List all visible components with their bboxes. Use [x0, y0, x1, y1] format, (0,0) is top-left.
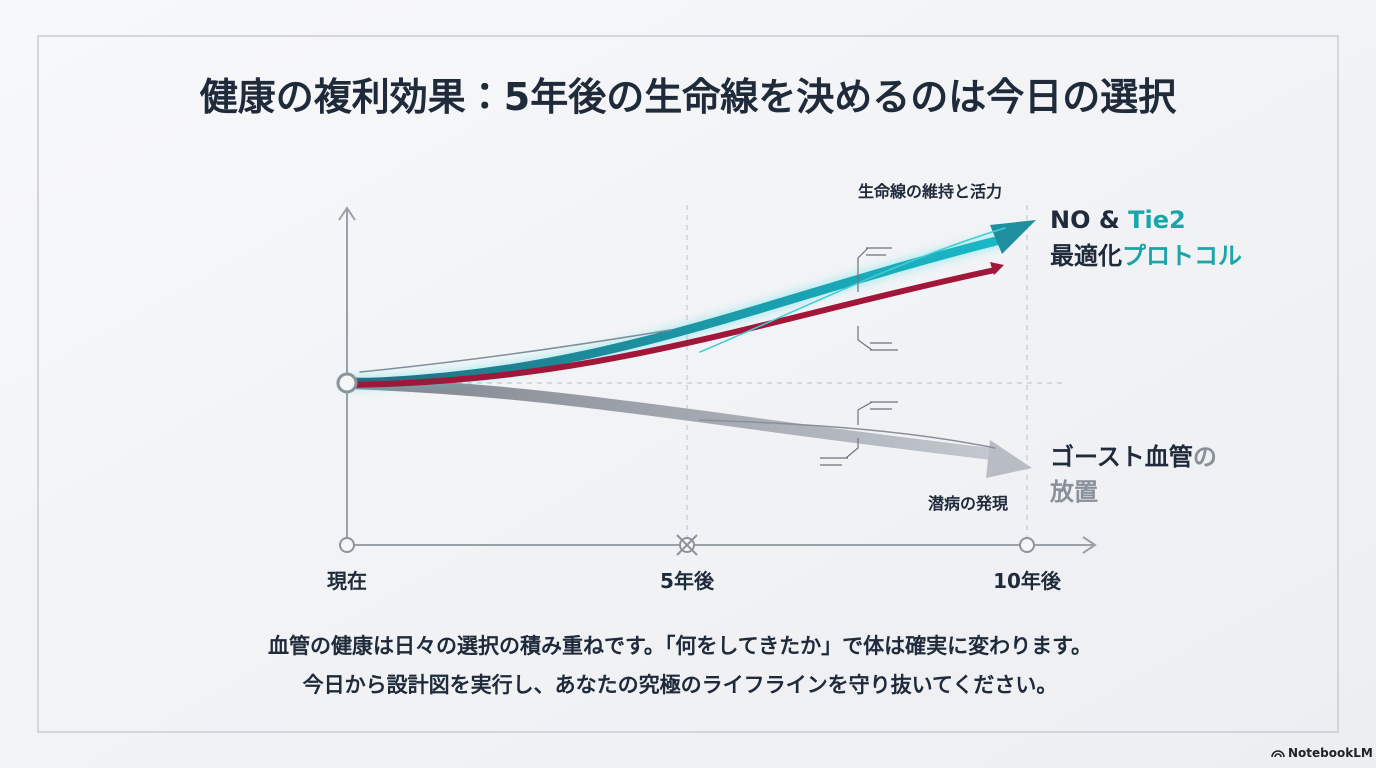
text-part: NO &: [1050, 206, 1128, 234]
annotation-top: 生命線の維持と活力: [858, 182, 1002, 201]
outcome-negative-line2: 放置: [1049, 478, 1098, 506]
text-part: プロトコル: [1122, 242, 1242, 270]
caption-line: 今日から設計図を実行し、あなたの究極のライフラインを守り抜いてください。: [303, 673, 1058, 697]
axis-label: 現在: [327, 569, 367, 593]
outcome-positive-line2: 最適化プロトコル: [1050, 242, 1242, 270]
footer: NotebookLM: [1288, 746, 1373, 760]
callouts: [820, 247, 898, 466]
text-part: ゴースト血管: [1050, 443, 1193, 471]
caption-line: 血管の健康は日々の選択の積み重ねです。「何をしてきたか」で体は確実に変わります。: [268, 634, 1092, 658]
text-part: Tie2: [1128, 206, 1186, 234]
axis-label: 5年後: [660, 569, 715, 593]
frame: [37, 35, 1339, 733]
guides: [347, 205, 1062, 545]
axis-nodes: [339, 534, 1035, 556]
title: 健康の複利効果：5年後の生命線を決めるのは今日の選択: [200, 75, 1177, 119]
footer-logo: NotebookLM: [1271, 746, 1373, 760]
annotation-bottom: 潜病の発現: [928, 494, 1008, 513]
curves: [336, 220, 1036, 478]
text-part: の: [1193, 443, 1217, 471]
outcome-negative-line1: ゴースト血管の: [1050, 443, 1217, 471]
outcome-positive-line1: NO & Tie2: [1050, 206, 1186, 234]
text-part: 最適化: [1050, 242, 1122, 270]
axis-label: 10年後: [993, 569, 1062, 593]
